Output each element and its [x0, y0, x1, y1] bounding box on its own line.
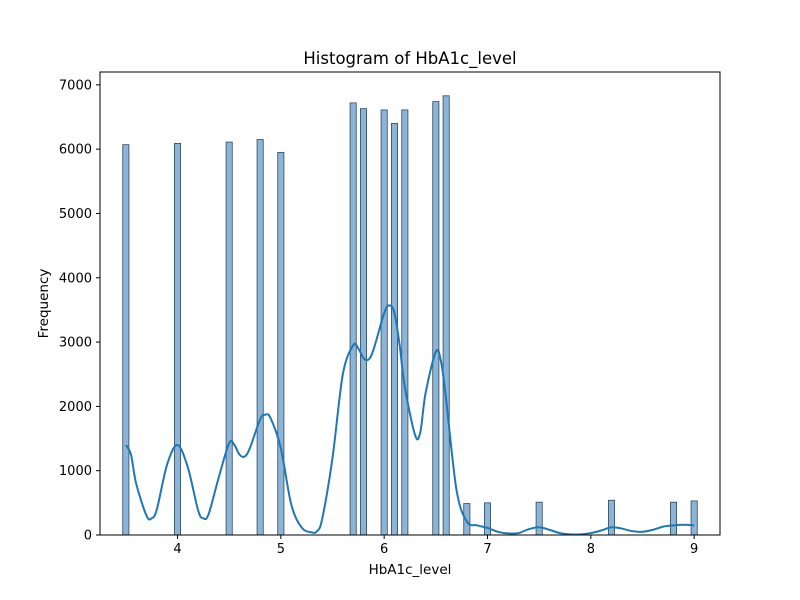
histogram-bar — [349, 102, 357, 536]
y-tick-label: 5000 — [59, 207, 92, 222]
histogram-bar — [401, 109, 409, 536]
x-axis-ticks: 4 5 6 7 8 9 — [173, 535, 698, 557]
plot-frame — [99, 71, 721, 536]
x-tick-label: 5 — [277, 542, 285, 557]
y-tick-label: 2000 — [59, 400, 92, 415]
x-axis-label: HbA1c_level — [369, 562, 452, 578]
histogram-bar — [173, 142, 181, 536]
y-tick-label: 3000 — [59, 336, 92, 351]
histogram-bar — [277, 151, 285, 536]
histogram-bar — [359, 108, 367, 536]
chart-title: Histogram of HbA1c_level — [303, 49, 516, 69]
x-tick-label: 6 — [380, 542, 388, 557]
y-tick-label: 1000 — [59, 464, 92, 479]
histogram-bar — [483, 502, 491, 536]
y-tick-label: 4000 — [59, 271, 92, 286]
histogram-bar — [442, 95, 450, 536]
histogram-bar — [670, 501, 678, 536]
histogram-bar — [225, 141, 233, 536]
histogram-bar — [535, 501, 543, 536]
histogram-bar — [256, 139, 264, 536]
y-axis-ticks: 0 1000 2000 3000 4000 5000 6000 7000 — [59, 78, 100, 544]
y-tick-label: 0 — [84, 529, 92, 544]
y-tick-label: 6000 — [59, 143, 92, 158]
histogram-bar — [608, 499, 616, 536]
y-tick-label: 7000 — [59, 78, 92, 93]
histogram-bar — [690, 500, 698, 536]
x-tick-label: 8 — [587, 542, 595, 557]
histogram-bar — [122, 144, 130, 536]
plot-area — [100, 72, 720, 535]
x-tick-label: 9 — [690, 542, 698, 557]
x-tick-label: 7 — [483, 542, 491, 557]
histogram-bar — [432, 101, 440, 536]
x-tick-label: 4 — [173, 542, 181, 557]
y-axis-label: Frequency — [36, 269, 52, 339]
